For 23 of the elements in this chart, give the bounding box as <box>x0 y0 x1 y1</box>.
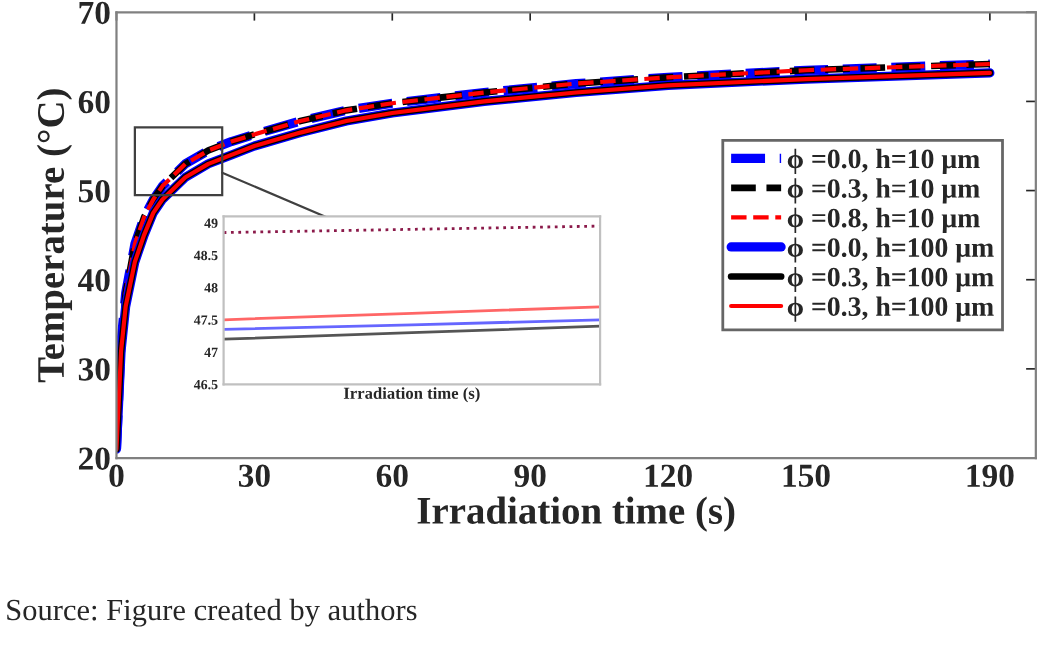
y-tick-label: 60 <box>78 90 110 114</box>
y-tick-label: 50 <box>78 179 110 203</box>
legend-label: ϕ =0.0, h=100 μm <box>787 237 994 263</box>
x-axis-title: Irradiation time (s) <box>343 387 480 403</box>
source-note: Source: Figure created by authors <box>7 598 417 627</box>
x-tick-label: 120 <box>645 464 692 488</box>
y-tick-label: 40 <box>78 269 110 292</box>
x-tick-label: 190 <box>967 464 1014 488</box>
x-tick-label: 90 <box>514 464 546 488</box>
x-tick-label: 30 <box>238 464 270 488</box>
legend-label: ϕ =0.3, h=100 μm <box>787 296 994 322</box>
legend-label: ϕ =0.0, h=10 μm <box>787 148 980 175</box>
x-tick-label: 150 <box>783 464 830 488</box>
y-tick-label: 70 <box>79 1 110 25</box>
y-tick-label: 20 <box>78 447 110 470</box>
x-axis-title: Irradiation time (s) <box>417 496 735 532</box>
legend-label: ϕ =0.8, h=10 μm <box>787 207 980 234</box>
y-axis-title: Temperature (°C) <box>36 89 73 383</box>
legend-label: ϕ =0.3, h=10 μm <box>787 178 980 204</box>
x-tick-label: 60 <box>376 464 408 488</box>
y-tick-label: 30 <box>78 358 110 381</box>
legend-label: ϕ =0.3, h=100 μm <box>787 266 994 293</box>
x-tick-label: 0 <box>109 464 124 488</box>
